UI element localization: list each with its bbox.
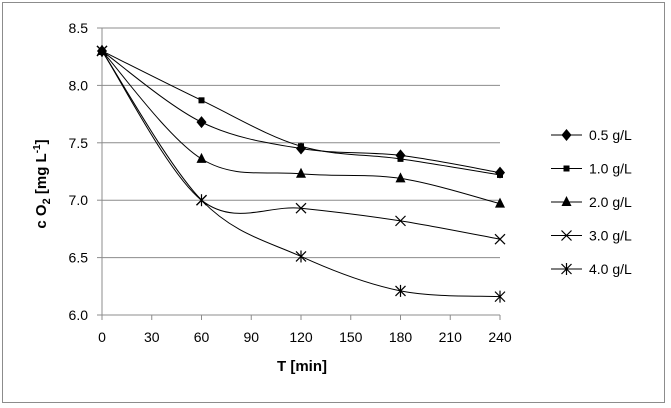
- legend-label: 4.0 g/L: [589, 261, 632, 277]
- legend-item: 3.0 g/L: [551, 228, 632, 244]
- data-point: [494, 290, 506, 303]
- x-tick-label: 60: [194, 329, 210, 345]
- axes: [97, 27, 501, 320]
- legend-item: 4.0 g/L: [551, 261, 632, 277]
- y-tick-label: 6.0: [69, 307, 89, 323]
- legend-marker: [561, 263, 572, 275]
- x-tick-labels: 0 30 60 90 120 150 180 210 240: [98, 329, 512, 345]
- legend-label: 2.0 g/L: [589, 194, 632, 210]
- data-point: [196, 152, 207, 163]
- x-tick-label: 240: [488, 329, 512, 345]
- series-markers: [96, 44, 506, 303]
- y-tick-labels: 6.0 6.5 7.0 7.5 8.0 8.5: [69, 20, 89, 323]
- data-point: [295, 202, 307, 214]
- series-line: [101, 50, 501, 176]
- x-tick-label: 30: [144, 329, 160, 345]
- data-point: [196, 116, 207, 129]
- y-tick-label: 8.5: [69, 20, 89, 36]
- x-tick-label: 90: [243, 329, 259, 345]
- legend-label: 0.5 g/L: [589, 127, 632, 143]
- y-tick-label: 7.0: [69, 192, 89, 208]
- x-tick-label: 210: [439, 329, 463, 345]
- y-tick-label: 7.5: [69, 135, 89, 151]
- gridlines: [102, 27, 500, 259]
- legend-item: 2.0 g/L: [551, 194, 632, 210]
- data-point: [494, 233, 506, 245]
- x-tick-label: 180: [389, 329, 413, 345]
- data-point: [196, 194, 207, 207]
- data-point: [395, 215, 406, 227]
- y-axis-label: c O2 [mg L-1]: [32, 139, 53, 228]
- data-point: [395, 284, 406, 297]
- x-axis-label: T [min]: [277, 358, 327, 375]
- series-line: [101, 50, 501, 298]
- legend-marker: [561, 230, 572, 241]
- data-point: [295, 250, 307, 263]
- data-point: [395, 172, 406, 183]
- data-point: [198, 97, 205, 104]
- legend-label: 3.0 g/L: [589, 228, 632, 244]
- series-line: [101, 50, 501, 205]
- data-point: [96, 44, 108, 57]
- x-tick-label: 0: [98, 329, 106, 345]
- legend-marker: [563, 165, 570, 172]
- legend-marker: [561, 196, 572, 206]
- x-tick-label: 150: [339, 329, 363, 345]
- data-point: [296, 167, 306, 178]
- legend-item: 1.0 g/L: [551, 161, 632, 177]
- legend: 0.5 g/L 1.0 g/L 2.0 g/L 3.0 g/L 4.0 g/L: [551, 127, 632, 277]
- series-line: [101, 50, 501, 240]
- y-tick-label: 6.5: [69, 250, 89, 266]
- data-point: [397, 155, 404, 162]
- legend-label: 1.0 g/L: [589, 161, 632, 177]
- y-tick-label: 8.0: [69, 77, 89, 93]
- legend-marker: [561, 129, 572, 141]
- x-tick-label: 120: [289, 329, 313, 345]
- data-point: [298, 143, 304, 150]
- legend-item: 0.5 g/L: [551, 127, 632, 143]
- data-point: [497, 171, 503, 178]
- data-point: [495, 197, 505, 208]
